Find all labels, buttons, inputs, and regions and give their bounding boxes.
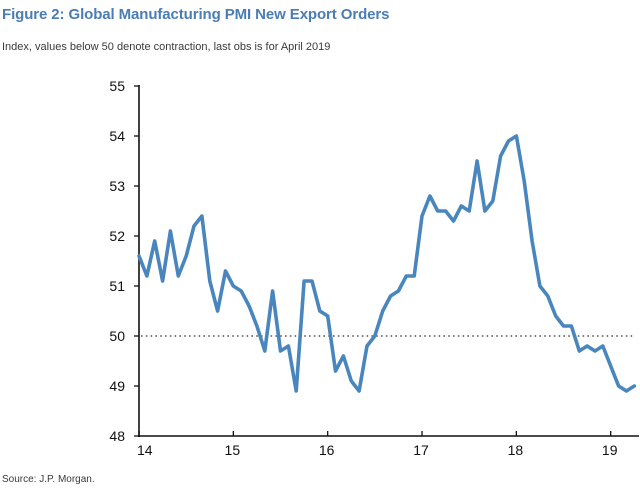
- data-point: [625, 390, 627, 392]
- y-axis: 48 49 50 51 52 53 54 55: [109, 78, 140, 444]
- data-point: [405, 275, 407, 277]
- data-point: [476, 160, 478, 162]
- data-point: [413, 275, 415, 277]
- data-point: [484, 210, 486, 212]
- data-point: [594, 350, 596, 352]
- data-point: [161, 280, 163, 282]
- series-line: [137, 134, 637, 393]
- data-point: [468, 210, 470, 212]
- data-point: [264, 350, 266, 352]
- data-point: [319, 310, 321, 312]
- y-tick-label: 55: [109, 78, 125, 94]
- data-point: [295, 390, 297, 392]
- data-point: [154, 240, 156, 242]
- data-point: [224, 270, 226, 272]
- data-point: [350, 380, 352, 382]
- y-tick-label: 49: [109, 378, 125, 394]
- y-tick-label: 54: [109, 128, 125, 144]
- data-point: [437, 210, 439, 212]
- data-point: [531, 240, 533, 242]
- data-point: [216, 310, 218, 312]
- data-point: [342, 355, 344, 357]
- data-point: [523, 180, 525, 182]
- y-tick-label: 48: [109, 428, 125, 444]
- data-point: [271, 290, 273, 292]
- data-point: [452, 220, 454, 222]
- x-axis: 14 15 16 17 18 19: [137, 431, 639, 458]
- data-point: [209, 280, 211, 282]
- data-point: [570, 325, 572, 327]
- y-tick-label: 51: [109, 278, 125, 294]
- data-point: [499, 155, 501, 157]
- data-point: [460, 205, 462, 207]
- data-point: [146, 275, 148, 277]
- chart-subtitle: Index, values below 50 denote contractio…: [2, 41, 331, 53]
- data-point: [193, 225, 195, 227]
- x-tick-label: 19: [602, 442, 618, 458]
- data-point: [232, 285, 234, 287]
- data-point: [138, 255, 140, 257]
- data-point: [492, 200, 494, 202]
- data-point: [421, 215, 423, 217]
- data-point: [515, 135, 517, 137]
- data-point: [279, 350, 281, 352]
- data-point: [287, 345, 289, 347]
- y-tick-label: 52: [109, 228, 125, 244]
- data-point: [633, 385, 635, 387]
- data-points: [138, 135, 636, 392]
- data-point: [507, 140, 509, 142]
- data-point: [240, 290, 242, 292]
- data-point: [586, 345, 588, 347]
- data-point: [374, 335, 376, 337]
- x-tick-label: 16: [319, 442, 335, 458]
- data-point: [397, 290, 399, 292]
- data-point: [326, 315, 328, 317]
- data-point: [358, 390, 360, 392]
- data-point: [429, 195, 431, 197]
- data-point: [169, 230, 171, 232]
- data-point: [609, 365, 611, 367]
- data-point: [602, 345, 604, 347]
- x-tick-label: 17: [413, 442, 429, 458]
- data-point: [311, 280, 313, 282]
- chart-title: Figure 2: Global Manufacturing PMI New E…: [2, 6, 390, 23]
- y-tick-label: 50: [109, 328, 125, 344]
- data-point: [303, 280, 305, 282]
- y-tick-label: 53: [109, 178, 125, 194]
- source-note: Source: J.P. Morgan.: [2, 474, 95, 485]
- data-point: [562, 325, 564, 327]
- data-point: [201, 215, 203, 217]
- data-point: [185, 255, 187, 257]
- data-point: [366, 345, 368, 347]
- data-point: [444, 210, 446, 212]
- x-tick-label: 18: [508, 442, 524, 458]
- data-point: [382, 310, 384, 312]
- x-tick-label: 15: [225, 442, 241, 458]
- data-point: [554, 315, 556, 317]
- x-tick-label: 14: [137, 442, 153, 458]
- data-point: [177, 275, 179, 277]
- data-point: [256, 325, 258, 327]
- data-point: [334, 370, 336, 372]
- data-point: [389, 295, 391, 297]
- data-point: [578, 350, 580, 352]
- data-point: [539, 285, 541, 287]
- data-point: [617, 385, 619, 387]
- data-point: [547, 295, 549, 297]
- data-point: [248, 305, 250, 307]
